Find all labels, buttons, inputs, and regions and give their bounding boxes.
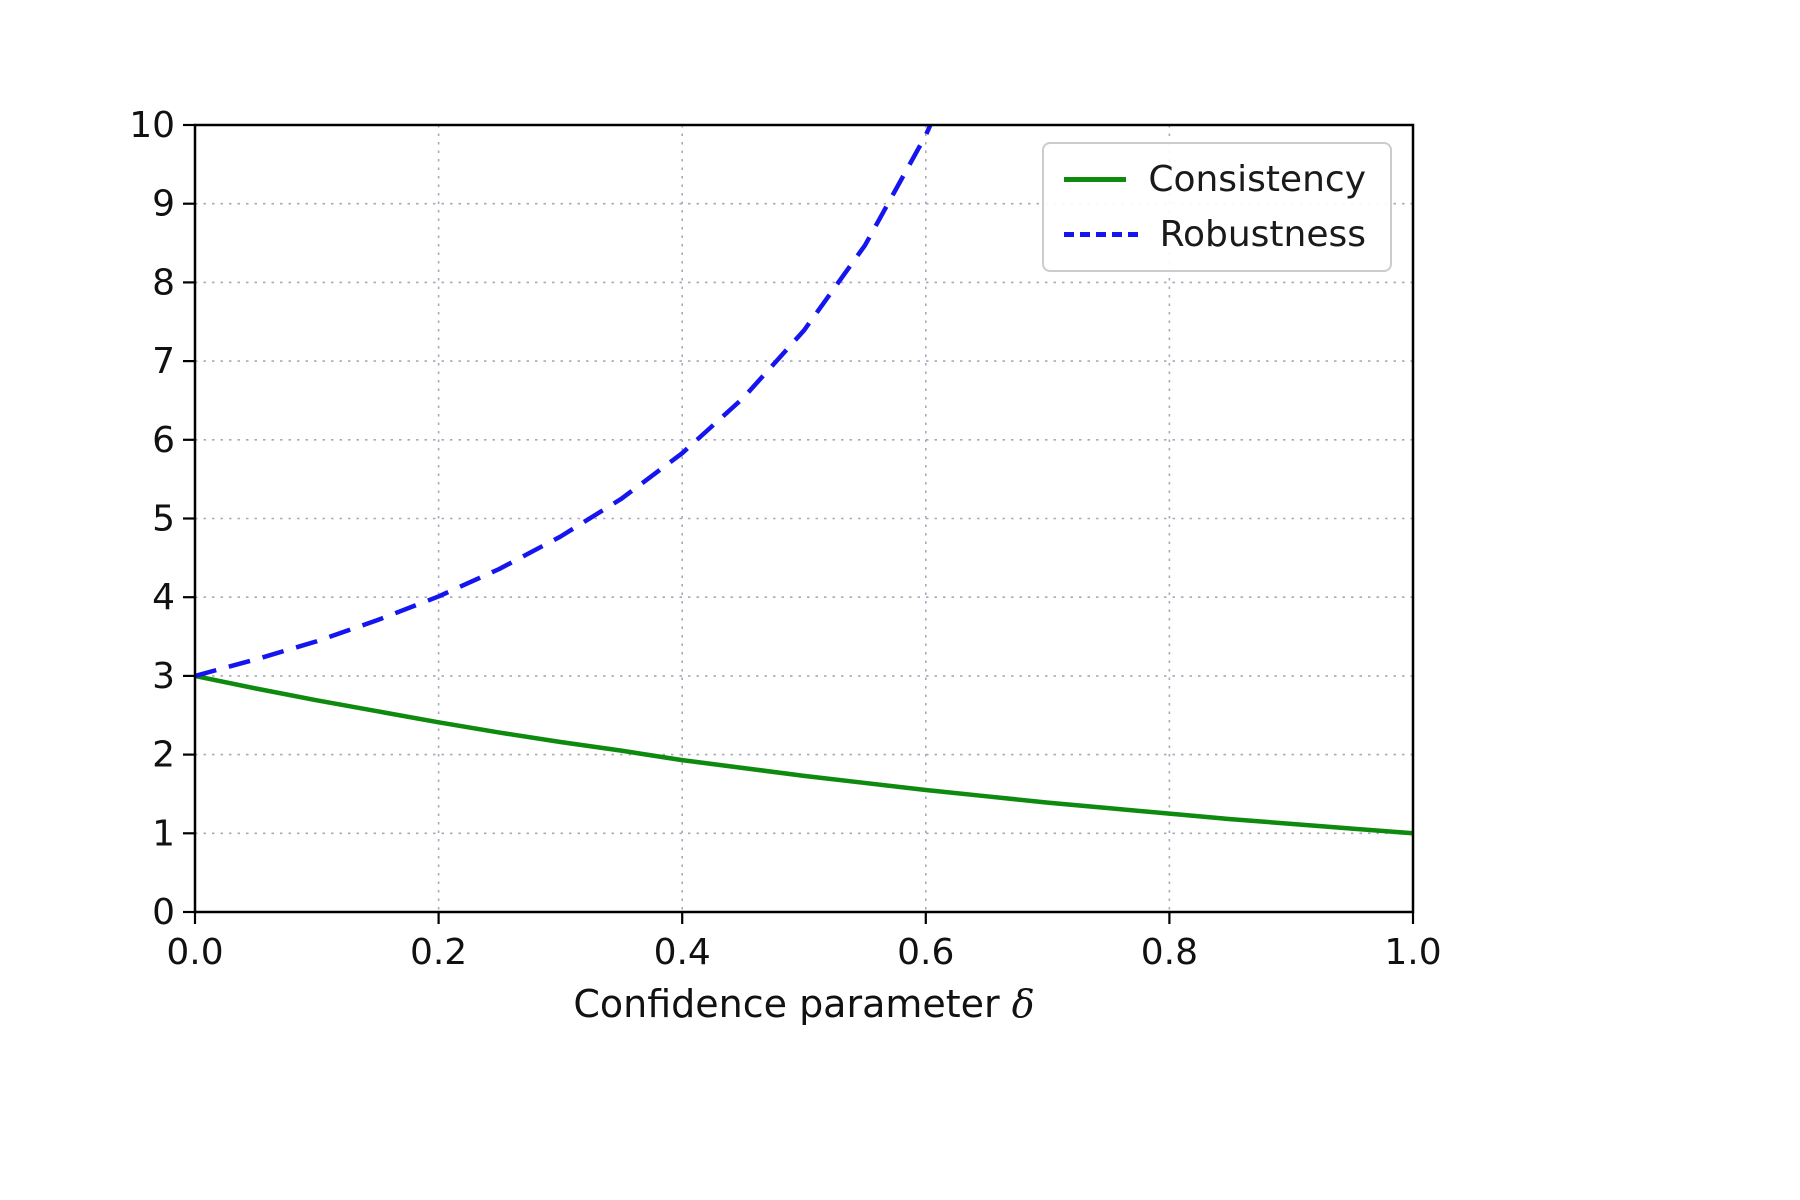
x-tick-label: 0.8	[1141, 932, 1198, 973]
y-tick-label: 4	[152, 577, 175, 618]
y-tick-label: 9	[152, 184, 175, 225]
y-tick-label: 8	[152, 262, 175, 303]
consistency-line	[195, 673, 1413, 836]
legend-item-consistency: Consistency	[1064, 158, 1366, 201]
y-tick-label: 10	[129, 105, 175, 146]
y-tick-label: 3	[152, 656, 175, 697]
legend-item-robustness: Robustness	[1064, 213, 1366, 256]
y-tick-label: 5	[152, 499, 175, 540]
x-tick-label: 0.0	[166, 932, 223, 973]
robustness-line-sample	[1064, 232, 1138, 238]
legend-label-consistency: Consistency	[1148, 159, 1366, 200]
legend-label-robustness: Robustness	[1159, 214, 1366, 256]
x-axis-label-symbol: δ	[1011, 982, 1035, 1026]
legend: Consistency Robustness	[1042, 142, 1392, 273]
consistency-line-sample	[1064, 177, 1127, 183]
x-tick-label: 0.2	[410, 932, 467, 973]
y-tick-label: 7	[152, 341, 175, 382]
x-tick-label: 0.6	[897, 932, 954, 973]
robustness-line	[195, 125, 933, 679]
x-axis-label-text: Confidence parameter	[573, 982, 1012, 1026]
x-tick-label: 1.0	[1384, 932, 1441, 973]
y-tick-label: 0	[152, 892, 175, 933]
y-tick-label: 1	[152, 813, 175, 854]
y-tick-label: 2	[152, 735, 175, 776]
x-tick-label: 0.4	[654, 932, 711, 973]
x-axis-label: Confidence parameter δ	[195, 982, 1413, 1026]
y-tick-label: 6	[152, 420, 175, 461]
